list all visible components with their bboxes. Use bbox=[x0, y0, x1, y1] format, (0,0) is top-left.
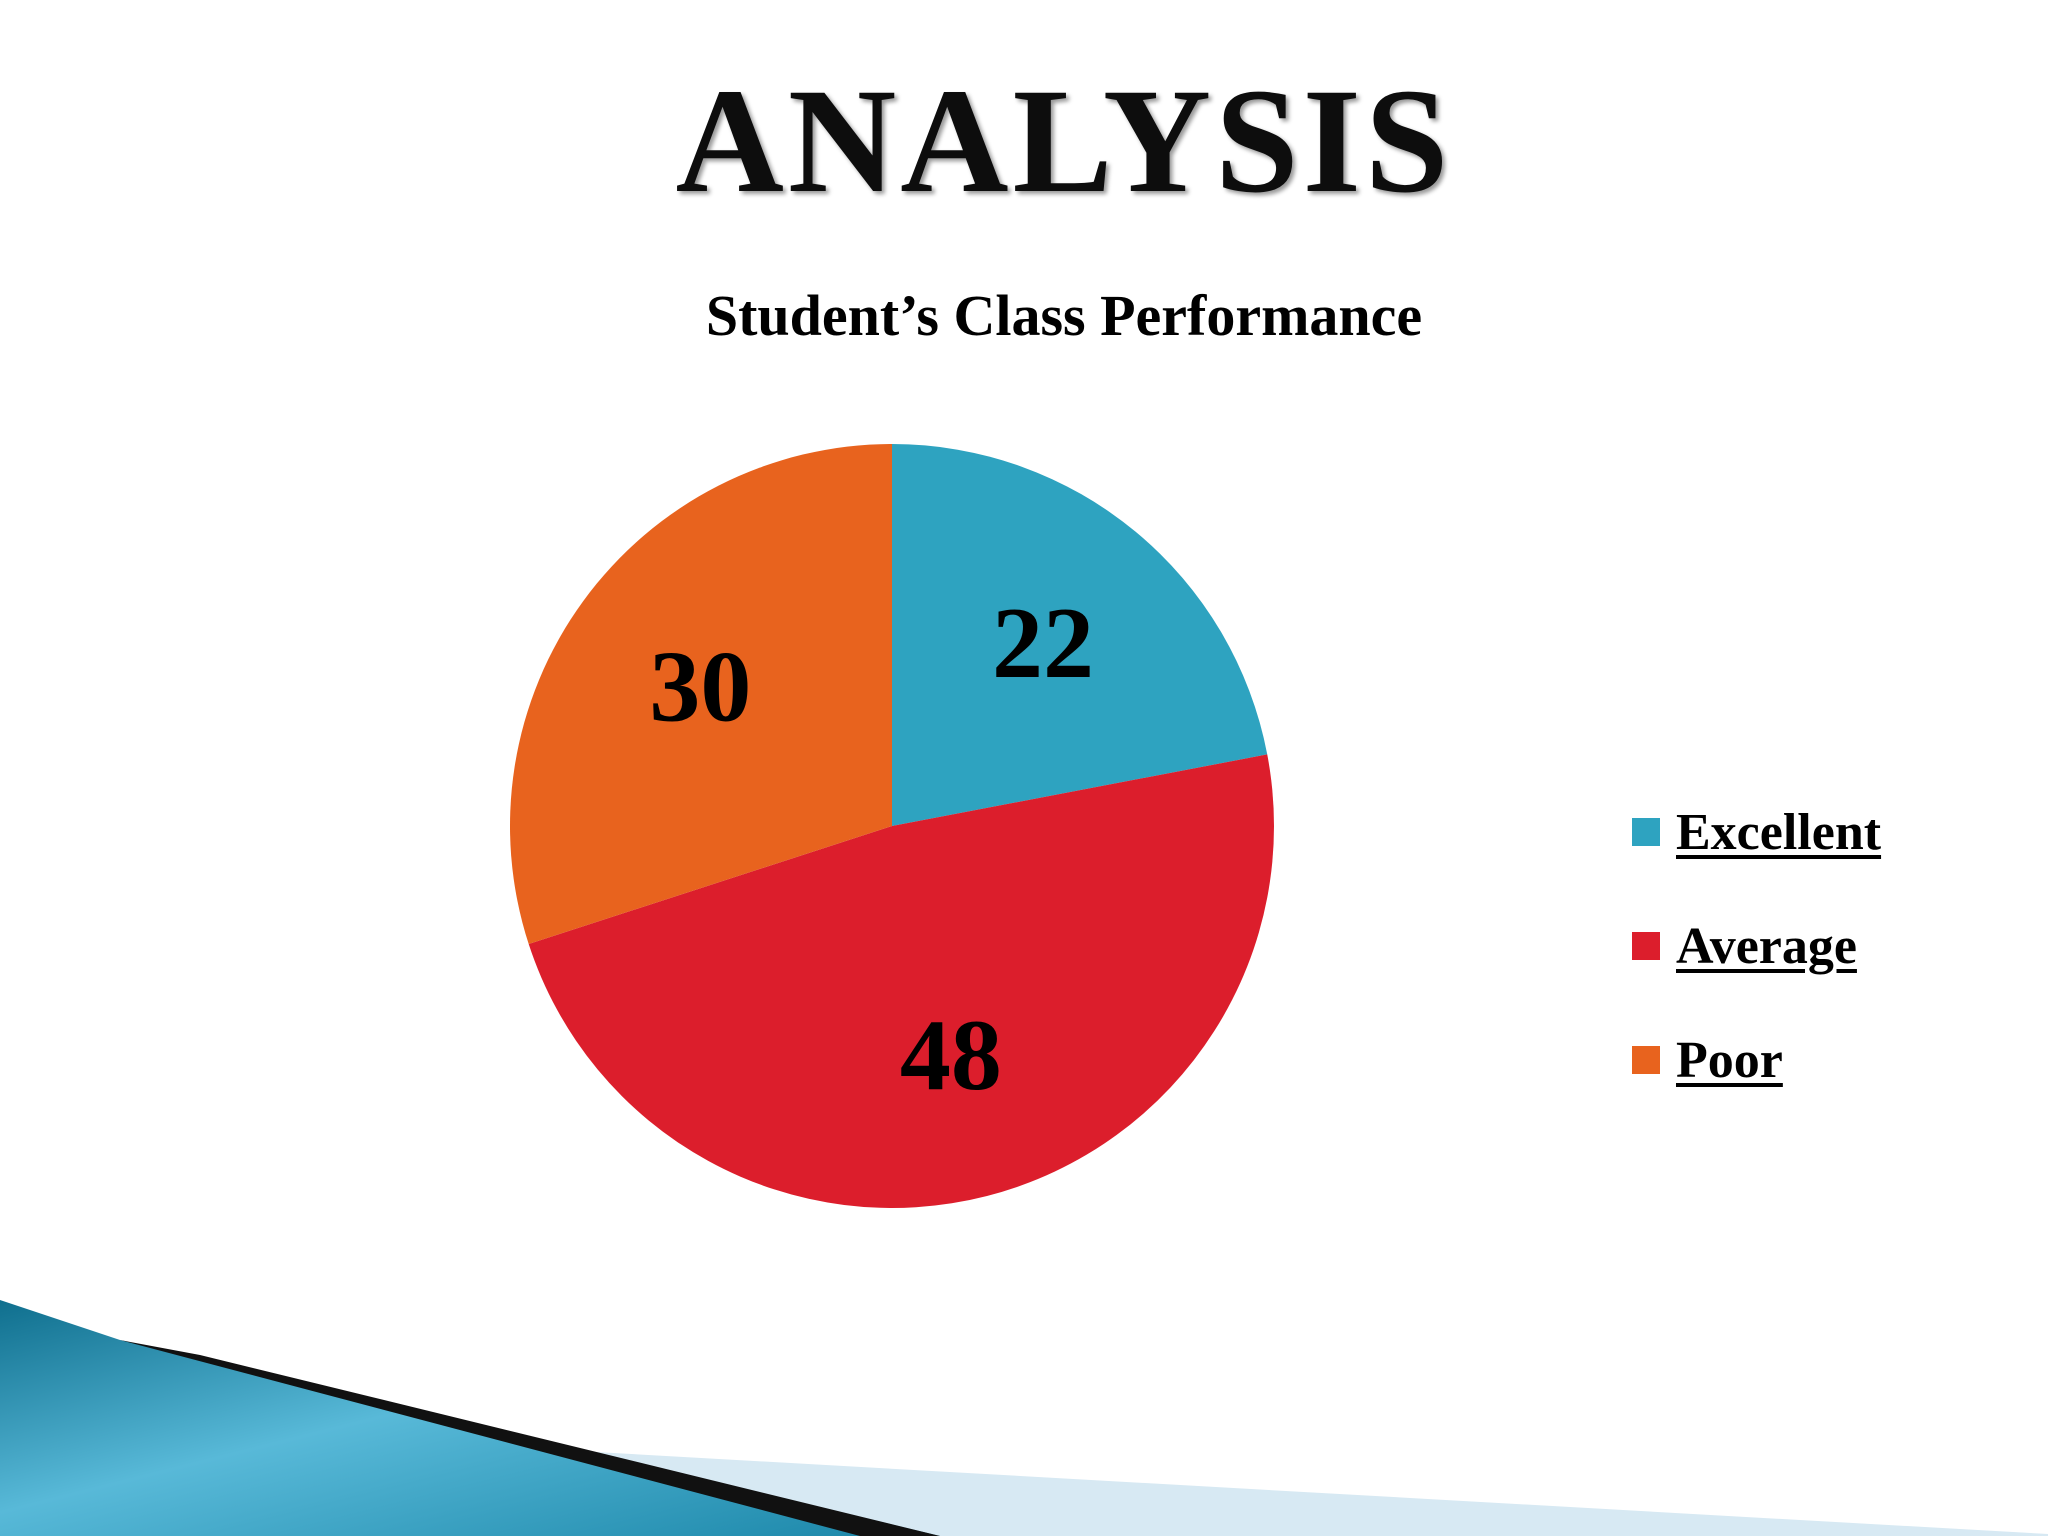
pie-slice-excellent bbox=[892, 444, 1268, 826]
pie-slice-average bbox=[528, 754, 1274, 1209]
legend-swatch-excellent bbox=[1632, 818, 1660, 846]
data-label-excellent: 22 bbox=[992, 587, 1094, 700]
legend-label-excellent: Excellent bbox=[1676, 803, 1882, 861]
legend-swatch-average bbox=[1632, 932, 1660, 960]
slide-title: ANALYSIS bbox=[675, 58, 1453, 224]
data-label-average: 48 bbox=[900, 999, 1002, 1112]
chart-title: Student’s Class Performance bbox=[705, 283, 1423, 348]
data-label-poor: 30 bbox=[649, 630, 751, 743]
legend-item-excellent: Excellent bbox=[1632, 775, 1881, 889]
legend-item-poor: Poor bbox=[1632, 1003, 1881, 1117]
chart-legend: Excellent Average Poor bbox=[1632, 775, 1881, 1117]
pie-slice-poor bbox=[509, 444, 892, 945]
legend-label-average: Average bbox=[1676, 917, 1857, 975]
legend-item-average: Average bbox=[1632, 889, 1881, 1003]
legend-label-poor: Poor bbox=[1676, 1031, 1783, 1089]
legend-swatch-poor bbox=[1632, 1046, 1660, 1074]
decorative-swoosh bbox=[0, 1300, 2048, 1536]
